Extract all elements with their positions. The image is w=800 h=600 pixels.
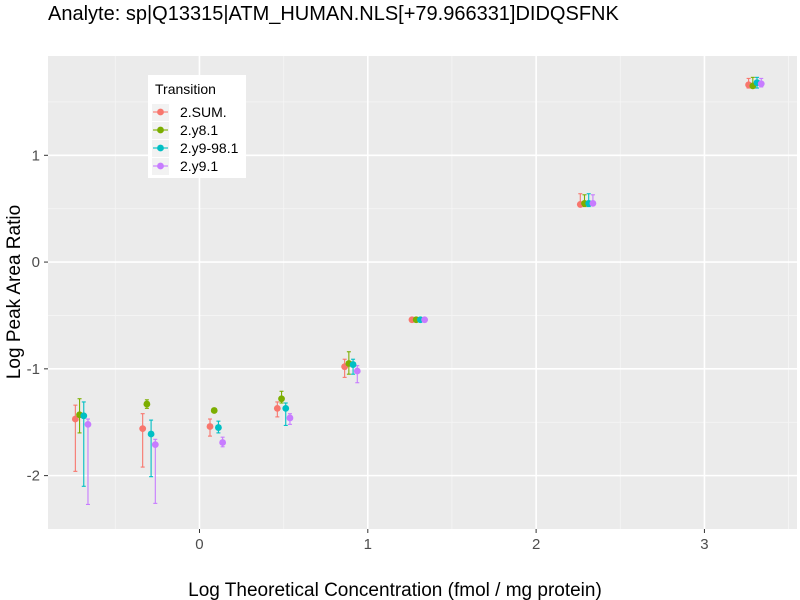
data-point <box>139 425 147 433</box>
data-point <box>353 367 361 375</box>
data-point <box>84 420 92 428</box>
legend-title: Transition <box>155 81 216 97</box>
x-tick-label: 1 <box>364 536 372 553</box>
data-point <box>206 423 214 430</box>
data-point <box>71 415 79 423</box>
data-point <box>278 395 285 403</box>
y-tick-label: -2 <box>27 468 40 485</box>
axes: 0 1 2 3 -2 -1 0 1 <box>27 147 709 553</box>
x-tick-label: 0 <box>195 536 203 553</box>
data-point <box>273 404 281 412</box>
data-point <box>589 199 597 207</box>
x-tick-label: 2 <box>532 536 540 553</box>
data-point <box>143 400 151 408</box>
legend-label: 2.y9-98.1 <box>180 140 239 156</box>
chart-title: Analyte: sp|Q13315|ATM_HUMAN.NLS[+79.966… <box>48 3 619 25</box>
data-point <box>349 361 357 368</box>
data-point <box>219 439 227 446</box>
legend-key-point <box>157 162 164 170</box>
data-marks <box>71 76 765 505</box>
x-tick-label: 3 <box>700 536 708 553</box>
data-point <box>151 441 159 449</box>
data-point <box>210 407 218 414</box>
y-tick-label: -1 <box>27 361 40 378</box>
y-axis-title: Log Peak Area Ratio <box>4 205 25 379</box>
legend-label: 2.y8.1 <box>180 122 218 138</box>
data-point <box>282 404 290 412</box>
legend-label: 2.SUM. <box>180 104 227 120</box>
legend-key-point <box>157 126 164 134</box>
legend-label: 2.y9.1 <box>180 158 218 174</box>
legend: Transition 2.SUM. 2.y8.1 2.y9-98.1 2.y9.1 <box>148 75 246 178</box>
y-tick-label: 0 <box>32 254 40 271</box>
legend-key-point <box>157 144 164 152</box>
data-point <box>80 412 88 420</box>
y-tick-label: 1 <box>32 147 40 164</box>
x-axis-title: Log Theoretical Concentration (fmol / mg… <box>188 580 602 600</box>
data-point <box>286 414 294 422</box>
data-point <box>147 430 155 438</box>
data-point <box>421 316 429 324</box>
data-point <box>757 80 765 88</box>
legend-key-point <box>157 108 164 116</box>
data-point <box>215 424 222 431</box>
